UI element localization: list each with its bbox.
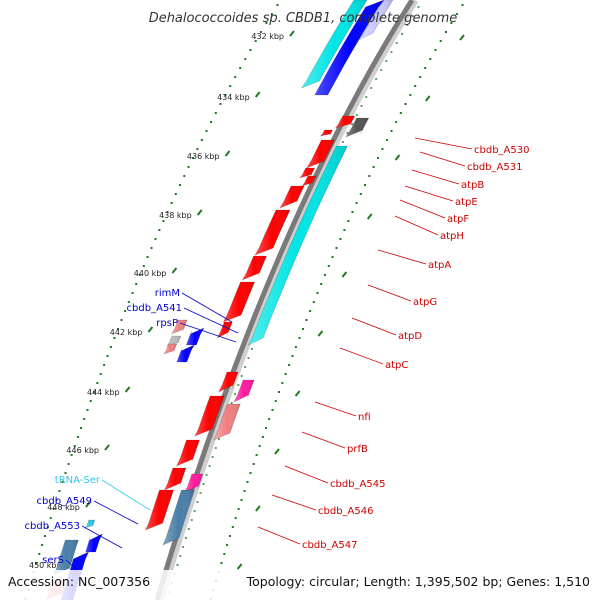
- gene-gloss: [218, 372, 239, 392]
- gene-gloss: [255, 210, 290, 255]
- gene-gloss: [194, 396, 225, 436]
- gene-gloss: [85, 520, 95, 528]
- leader-line: [181, 292, 233, 323]
- tick-label: 442 kbp: [110, 328, 143, 337]
- tick-label: 448 kbp: [47, 503, 80, 512]
- gene-label: rimM: [155, 288, 180, 299]
- backbone-shadow: [156, 0, 419, 600]
- gene-label: nfi: [358, 412, 371, 423]
- gene-gloss: [242, 256, 267, 280]
- gene-label: tRNA-Ser: [55, 475, 101, 486]
- gene-gloss: [302, 176, 316, 186]
- gene-gloss: [163, 344, 177, 354]
- leader-line: [419, 151, 466, 167]
- gene-gloss: [164, 468, 186, 490]
- gene-label: atpE: [455, 197, 478, 208]
- leader-line: [284, 465, 329, 484]
- gene-gloss: [335, 116, 355, 128]
- leader-line: [351, 317, 397, 336]
- gene-gloss: [217, 322, 233, 338]
- gene-gloss: [85, 534, 103, 552]
- leader-line: [314, 401, 357, 417]
- gene-gloss: [176, 345, 195, 362]
- gene-gloss: [145, 490, 174, 530]
- gene-label: cbdb_A547: [302, 540, 357, 551]
- gene-gloss: [306, 140, 335, 168]
- tick-label: 434 kbp: [217, 93, 250, 102]
- leader-line: [414, 137, 473, 150]
- tick-label: 446 kbp: [66, 446, 99, 455]
- leader-line: [399, 199, 446, 219]
- gene-gloss: [186, 328, 204, 345]
- leader-line: [183, 307, 239, 334]
- gene-label: atpD: [398, 331, 422, 342]
- gene-gloss: [162, 490, 195, 545]
- label-leaders: [65, 137, 473, 576]
- gene-label: cbdb_A530: [474, 145, 529, 156]
- tick-label: 450 kbp: [29, 561, 62, 570]
- gene-gloss: [345, 118, 369, 137]
- leader-line: [179, 322, 237, 343]
- gene-gloss: [248, 146, 348, 345]
- gene-labels: cbdb_A530 cbdb_A531 atpB atpE atpF atpH atpA at…: [25, 145, 530, 566]
- leader-line: [257, 526, 301, 545]
- leader-line: [339, 347, 384, 365]
- leader-line: [301, 431, 346, 449]
- gene-label: atpC: [385, 360, 408, 371]
- gene-label: cbdb_A545: [330, 479, 385, 490]
- tick-label: 432 kbp: [251, 32, 284, 41]
- gene-label: atpB: [461, 180, 484, 191]
- map-title: Dehalococcoides sp. CBDB1, complete geno…: [149, 11, 458, 26]
- gene-gloss: [314, 0, 384, 95]
- gene-gloss: [358, 0, 393, 40]
- gene-gloss: [223, 282, 255, 322]
- leader-line: [93, 500, 139, 525]
- gene-gloss: [213, 404, 241, 440]
- gene-label: atpA: [428, 260, 451, 271]
- gene-gloss: [279, 186, 305, 208]
- tick-label: 444 kbp: [87, 388, 120, 397]
- gene-gloss: [299, 168, 315, 178]
- leader-line: [367, 284, 412, 302]
- gene-gloss: [171, 320, 188, 334]
- gene-features: [45, 0, 394, 600]
- gene-label: rpsP: [156, 318, 178, 329]
- tick-label: 436 kbp: [187, 152, 220, 161]
- leader-line: [377, 249, 427, 265]
- leader-line: [404, 185, 454, 202]
- tick-label: 440 kbp: [134, 269, 167, 278]
- leader-line: [81, 525, 123, 549]
- gene-gloss: [176, 440, 200, 466]
- gene-label: cbdb_A541: [127, 303, 182, 314]
- gene-label: serS: [42, 555, 64, 566]
- tick-labels: 432 kbp 434 kbp 436 kbp 438 kbp 440 kbp 442 k…: [29, 32, 284, 570]
- gene-label: cbdb_A553: [25, 521, 80, 532]
- tick-label: 438 kbp: [159, 211, 192, 220]
- gene-gloss: [184, 474, 203, 492]
- footer-backdrop: [0, 570, 600, 600]
- gene-label: atpF: [447, 214, 469, 225]
- gene-label: cbdb_A549: [37, 496, 92, 507]
- gene-gloss: [234, 380, 255, 402]
- leader-line: [394, 215, 439, 236]
- gene-label: prfB: [347, 444, 368, 455]
- gene-gloss: [301, 0, 367, 88]
- gene-label: cbdb_A531: [467, 162, 522, 173]
- gene-gloss: [53, 540, 79, 575]
- leader-line: [271, 494, 317, 511]
- accession-text: Accession: NC_007356: [8, 574, 150, 589]
- gene-label: atpG: [413, 297, 437, 308]
- gene-label: atpH: [440, 231, 464, 242]
- gene-label: cbdb_A546: [318, 506, 373, 517]
- gene-gloss: [166, 336, 181, 346]
- summary-text: Topology: circular; Length: 1,395,502 bp…: [246, 574, 590, 589]
- gene-gloss: [320, 130, 333, 136]
- leader-line: [411, 169, 460, 185]
- tick-marks: [66, 30, 465, 570]
- leader-line: [101, 479, 151, 511]
